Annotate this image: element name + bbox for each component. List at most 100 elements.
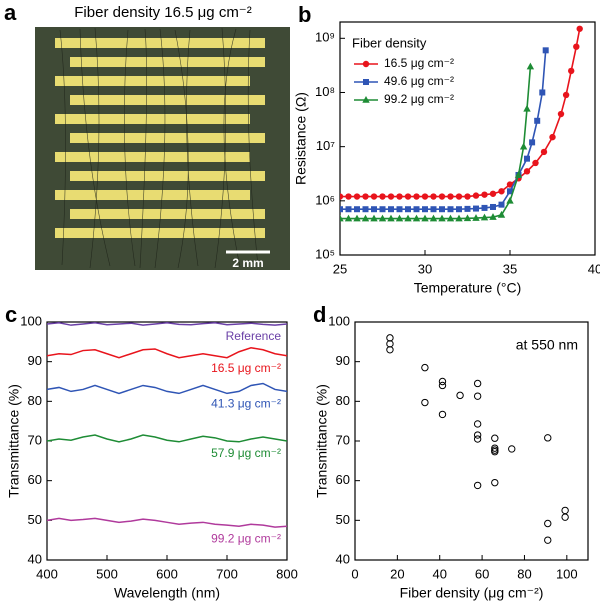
y-tick-label: 10⁵ xyxy=(315,246,335,261)
marker xyxy=(472,214,480,221)
plot-area xyxy=(47,322,287,528)
point xyxy=(544,536,552,544)
y-tick-label: 80 xyxy=(28,393,42,408)
marker xyxy=(413,206,420,213)
x-tick-label: 500 xyxy=(96,566,118,581)
point xyxy=(386,334,394,342)
y-tick-label: 40 xyxy=(28,551,42,566)
marker xyxy=(481,191,488,198)
y-axis-title: Transmittance (%) xyxy=(314,384,330,498)
series-label: 99.2 μg cm⁻² xyxy=(211,531,281,545)
marker xyxy=(447,206,454,213)
marker xyxy=(363,79,369,85)
series-line xyxy=(47,517,287,528)
marker xyxy=(340,214,344,222)
legend-title: Fiber density xyxy=(352,35,427,50)
marker xyxy=(395,214,404,222)
y-tick-label: 10⁷ xyxy=(316,138,335,153)
point xyxy=(438,410,447,419)
marker xyxy=(353,193,361,200)
y-tick-label: 80 xyxy=(336,393,350,408)
point xyxy=(508,445,516,453)
marker xyxy=(405,206,411,213)
x-tick-label: 0 xyxy=(351,566,358,581)
series-line xyxy=(47,382,287,395)
point xyxy=(473,481,482,490)
x-tick-label: 40 xyxy=(588,261,600,276)
point xyxy=(544,519,552,528)
marker xyxy=(439,206,445,213)
marker xyxy=(480,213,489,221)
image-title: Fiber density 16.5 μg cm⁻² xyxy=(74,4,251,21)
marker xyxy=(497,210,506,218)
point xyxy=(473,435,482,443)
x-tick-label: 60 xyxy=(475,566,489,581)
y-tick-label: 10⁶ xyxy=(315,192,335,207)
point xyxy=(491,434,499,442)
y-tick-label: 50 xyxy=(28,512,42,527)
marker xyxy=(344,214,353,222)
marker xyxy=(455,193,463,200)
x-tick-label: 700 xyxy=(216,566,238,581)
marker xyxy=(498,201,505,208)
marker xyxy=(438,214,446,222)
scale-bar-label: 2 mm xyxy=(232,256,263,270)
panel-label: a xyxy=(4,0,17,25)
marker xyxy=(370,214,378,222)
x-tick-label: 40 xyxy=(432,566,446,581)
marker xyxy=(557,110,565,118)
legend-label: 99.2 μg cm⁻² xyxy=(384,92,454,106)
y-axis-title: Resistance (Ω) xyxy=(293,92,309,185)
panel-label: b xyxy=(298,2,311,27)
y-tick-label: 100 xyxy=(20,313,42,328)
plot-area xyxy=(340,25,583,222)
marker xyxy=(421,214,429,222)
marker xyxy=(378,214,387,222)
marker xyxy=(514,170,523,178)
annotation: at 550 nm xyxy=(516,337,578,353)
marker xyxy=(362,193,369,200)
marker xyxy=(526,62,535,70)
marker xyxy=(404,214,412,222)
point xyxy=(421,398,429,407)
y-axis-title: Transmittance (%) xyxy=(6,384,22,498)
marker xyxy=(422,206,428,213)
series-label: Reference xyxy=(226,329,282,343)
marker xyxy=(412,214,421,222)
x-tick-label: 20 xyxy=(390,566,404,581)
marker xyxy=(573,43,580,50)
point xyxy=(473,420,482,428)
point xyxy=(473,379,482,388)
series-line xyxy=(340,28,581,198)
marker xyxy=(362,96,370,103)
plot-frame xyxy=(339,21,596,256)
marker xyxy=(370,193,378,200)
marker xyxy=(490,203,496,210)
point xyxy=(386,346,394,354)
y-tick-label: 60 xyxy=(336,472,350,487)
marker xyxy=(489,190,497,197)
marker xyxy=(489,213,497,220)
marker xyxy=(396,206,403,213)
marker xyxy=(362,206,369,213)
marker xyxy=(532,159,539,167)
marker xyxy=(354,206,360,213)
chart-panel: b 25 30 35 40 10⁵ 10⁶ 10⁷ 10⁸ 10⁹ Temperature (°C)… xyxy=(293,2,600,296)
x-tick-label: 600 xyxy=(156,566,178,581)
point xyxy=(421,363,429,372)
x-tick-label: 100 xyxy=(556,566,578,581)
x-tick-label: 25 xyxy=(333,261,347,276)
marker xyxy=(534,117,541,124)
marker xyxy=(519,142,528,150)
marker xyxy=(396,193,403,200)
marker xyxy=(340,206,343,213)
point xyxy=(544,434,552,442)
marker xyxy=(413,193,420,200)
point xyxy=(473,431,482,439)
legend-label: 16.5 μg cm⁻² xyxy=(384,56,454,70)
point xyxy=(491,444,499,452)
point xyxy=(386,340,394,348)
marker xyxy=(524,155,530,162)
marker xyxy=(429,214,438,222)
panel-label: d xyxy=(313,302,326,327)
